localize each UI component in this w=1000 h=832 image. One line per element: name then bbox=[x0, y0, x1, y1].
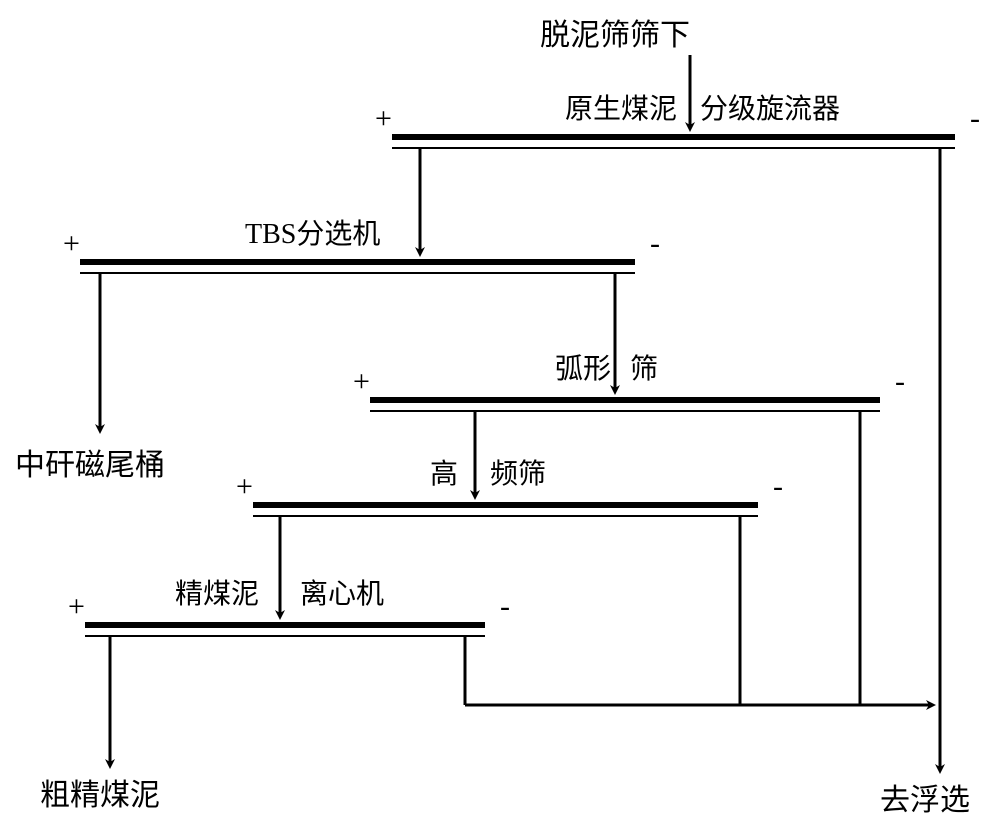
label-stage2: TBS分选机 bbox=[245, 218, 380, 250]
label-stage3-left: 弧形 bbox=[555, 353, 611, 385]
svg-text:-: - bbox=[773, 470, 783, 503]
label-top-input: 脱泥筛筛下 bbox=[540, 19, 690, 52]
svg-text:+: + bbox=[68, 590, 85, 623]
label-out-mid-left: 中矸磁尾桶 bbox=[15, 449, 165, 482]
svg-text:+: + bbox=[375, 102, 392, 135]
label-stage1-right: 分级旋流器 bbox=[700, 93, 840, 125]
label-stage1-left: 原生煤泥 bbox=[565, 93, 677, 125]
label-out-bottom-left: 粗精煤泥 bbox=[40, 779, 160, 812]
label-stage5-right: 离心机 bbox=[300, 578, 384, 610]
label-stage3-right: 筛 bbox=[630, 353, 658, 385]
svg-text:+: + bbox=[353, 365, 370, 398]
label-stage5-left: 精煤泥 bbox=[175, 578, 259, 610]
svg-text:-: - bbox=[650, 227, 660, 260]
svg-text:-: - bbox=[895, 365, 905, 398]
label-out-bottom-right: 去浮选 bbox=[880, 784, 970, 817]
svg-text:-: - bbox=[970, 102, 980, 135]
svg-text:-: - bbox=[500, 590, 510, 623]
process-flow-diagram: 脱泥筛筛下 + - 原生煤泥分级旋流器 + - TBS分选机中矸磁尾桶 + - 弧形筛 + - 高频筛 +… bbox=[0, 0, 1000, 832]
label-stage4-right: 频筛 bbox=[490, 458, 546, 490]
label-stage4-left: 高 bbox=[430, 458, 458, 490]
svg-text:+: + bbox=[236, 470, 253, 503]
svg-text:+: + bbox=[63, 227, 80, 260]
